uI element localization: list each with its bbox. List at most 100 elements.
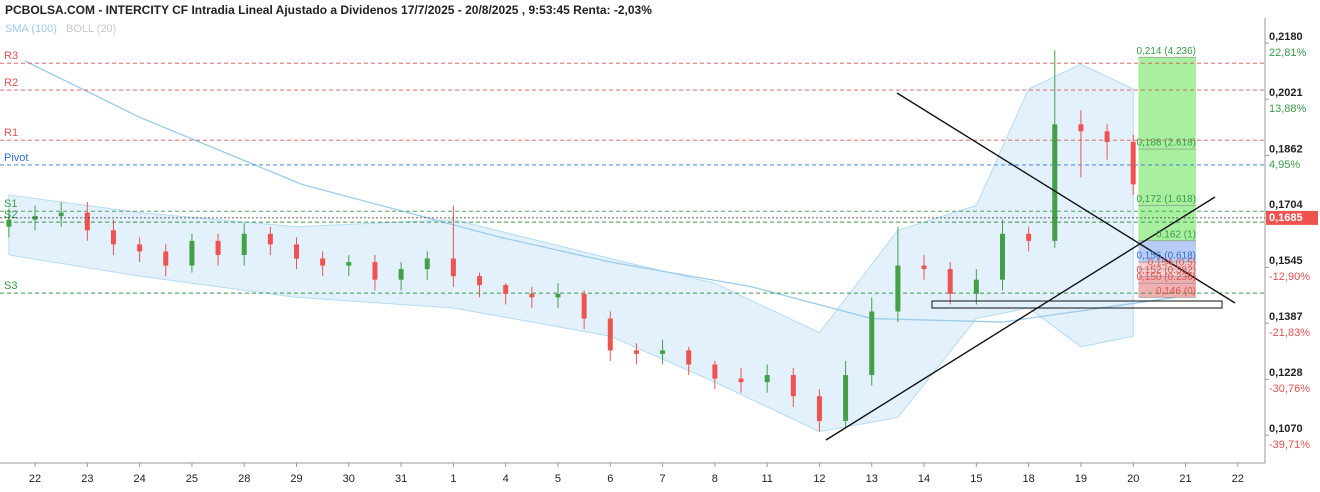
legend-boll: BOLL (20)	[66, 23, 116, 35]
x-tick-label: 24	[134, 473, 146, 485]
pivot-label: S2	[4, 209, 17, 221]
fib-label: 0,162 (1)	[1156, 229, 1196, 240]
fib-label: 0,150 (0.236)	[1136, 272, 1196, 283]
candle-body	[137, 244, 143, 252]
y-tick-label: 0,1862	[1269, 143, 1303, 155]
y2-tick-label: -30,76%	[1269, 383, 1310, 395]
x-tick-label: 18	[1023, 473, 1035, 485]
x-tick-label: 21	[1179, 473, 1191, 485]
candle-body	[241, 233, 247, 255]
x-tick-label: 4	[503, 473, 509, 485]
candle-body	[84, 212, 90, 231]
candle-body	[6, 219, 12, 227]
candle-body	[1104, 131, 1110, 142]
x-tick-label: 19	[1075, 473, 1087, 485]
candle-body	[372, 262, 378, 280]
fib-label: 0,154 (0.5)	[1148, 258, 1196, 269]
candle-body	[1026, 233, 1032, 241]
fib-zone	[1138, 276, 1196, 284]
main-layer	[6, 50, 1136, 432]
x-tick-label: 20	[1127, 473, 1139, 485]
fib-zone	[1138, 283, 1196, 298]
x-tick-label: 14	[918, 473, 930, 485]
candle-body	[738, 378, 744, 383]
y-tick-label: 0,1070	[1269, 423, 1303, 435]
candle-body	[163, 251, 169, 266]
candle-body	[790, 375, 796, 397]
x-tick-label: 11	[761, 473, 772, 485]
candle-body	[294, 244, 300, 259]
candle-body	[529, 293, 535, 298]
x-tick-label: 12	[813, 473, 825, 485]
x-tick-label: 6	[607, 473, 613, 485]
candle-body	[712, 364, 718, 379]
sma-line	[24, 60, 1176, 323]
fib-zone	[1138, 269, 1196, 277]
candle-body	[947, 269, 953, 294]
candle-body	[581, 293, 587, 319]
x-tick-label: 15	[970, 473, 982, 485]
x-tick-label: 13	[866, 473, 878, 485]
pivot-label: Pivot	[4, 152, 28, 164]
last-price-label: 0,1685	[1269, 212, 1303, 224]
candle-body	[1052, 124, 1058, 241]
candle-body	[477, 276, 483, 285]
x-tick-label: 8	[712, 473, 718, 485]
y-tick-label: 0,1545	[1269, 255, 1303, 267]
candle-body	[189, 240, 195, 266]
candle-body	[346, 262, 352, 266]
range-box	[931, 300, 1223, 309]
candle-body	[686, 350, 692, 365]
pivot-label: S3	[4, 280, 17, 292]
candle-body	[999, 233, 1005, 280]
candle-body	[267, 233, 273, 245]
y2-tick-label: 13,88%	[1269, 103, 1307, 115]
fib-zone	[1138, 149, 1196, 206]
y2-tick-label: -12,90%	[1269, 271, 1310, 283]
x-tick-label: 31	[395, 473, 407, 485]
x-tick-label: 1	[450, 473, 456, 485]
x-tick-label: 5	[555, 473, 561, 485]
fib-zone	[1138, 240, 1196, 263]
x-tick-label: 22	[1232, 473, 1244, 485]
x-tick-label: 28	[238, 473, 250, 485]
x-tick-label: 30	[343, 473, 355, 485]
fib-label: 0,214 (4.236)	[1136, 46, 1196, 57]
candle-body	[503, 285, 509, 294]
fib-label: 0,172 (1.618)	[1136, 194, 1196, 205]
pivot-label: S1	[4, 198, 17, 210]
candle-body	[450, 258, 456, 277]
candle-body	[607, 318, 613, 351]
y2-tick-label: -39,71%	[1269, 439, 1310, 451]
fib-zone	[1138, 57, 1196, 150]
x-tick-label: 25	[186, 473, 198, 485]
fib-label: 0,188 (2.618)	[1136, 138, 1196, 149]
candle-body	[869, 311, 875, 376]
candle-body	[660, 350, 666, 354]
pivot-label: R1	[4, 127, 18, 139]
pivot-label: R2	[4, 77, 18, 89]
candle-body	[764, 375, 770, 383]
y2-tick-label: 4,95%	[1269, 159, 1300, 171]
candle-body	[32, 216, 38, 220]
candle-body	[555, 293, 561, 298]
trend-line	[825, 196, 1216, 441]
x-tick-label: 22	[29, 473, 41, 485]
bollinger-band	[8, 63, 1134, 433]
candle-body	[110, 230, 116, 245]
candle-body	[320, 258, 326, 266]
legend-sma: SMA (100)	[5, 23, 57, 35]
y-tick-label: 0,1704	[1269, 199, 1304, 211]
y-tick-label: 0,2021	[1269, 87, 1303, 99]
trend-line	[896, 92, 1236, 304]
candle-body	[816, 396, 822, 421]
candle-body	[921, 265, 927, 270]
candle-body	[424, 258, 430, 270]
candle-body	[973, 279, 979, 294]
candle-body	[895, 265, 901, 312]
y-tick-label: 0,1228	[1269, 367, 1303, 379]
last-price-box	[1266, 210, 1318, 225]
fib-label: 0,156 (0.618)	[1136, 251, 1196, 262]
chart-title: PCBOLSA.COM - INTERCITY CF Intradia Line…	[5, 3, 652, 17]
